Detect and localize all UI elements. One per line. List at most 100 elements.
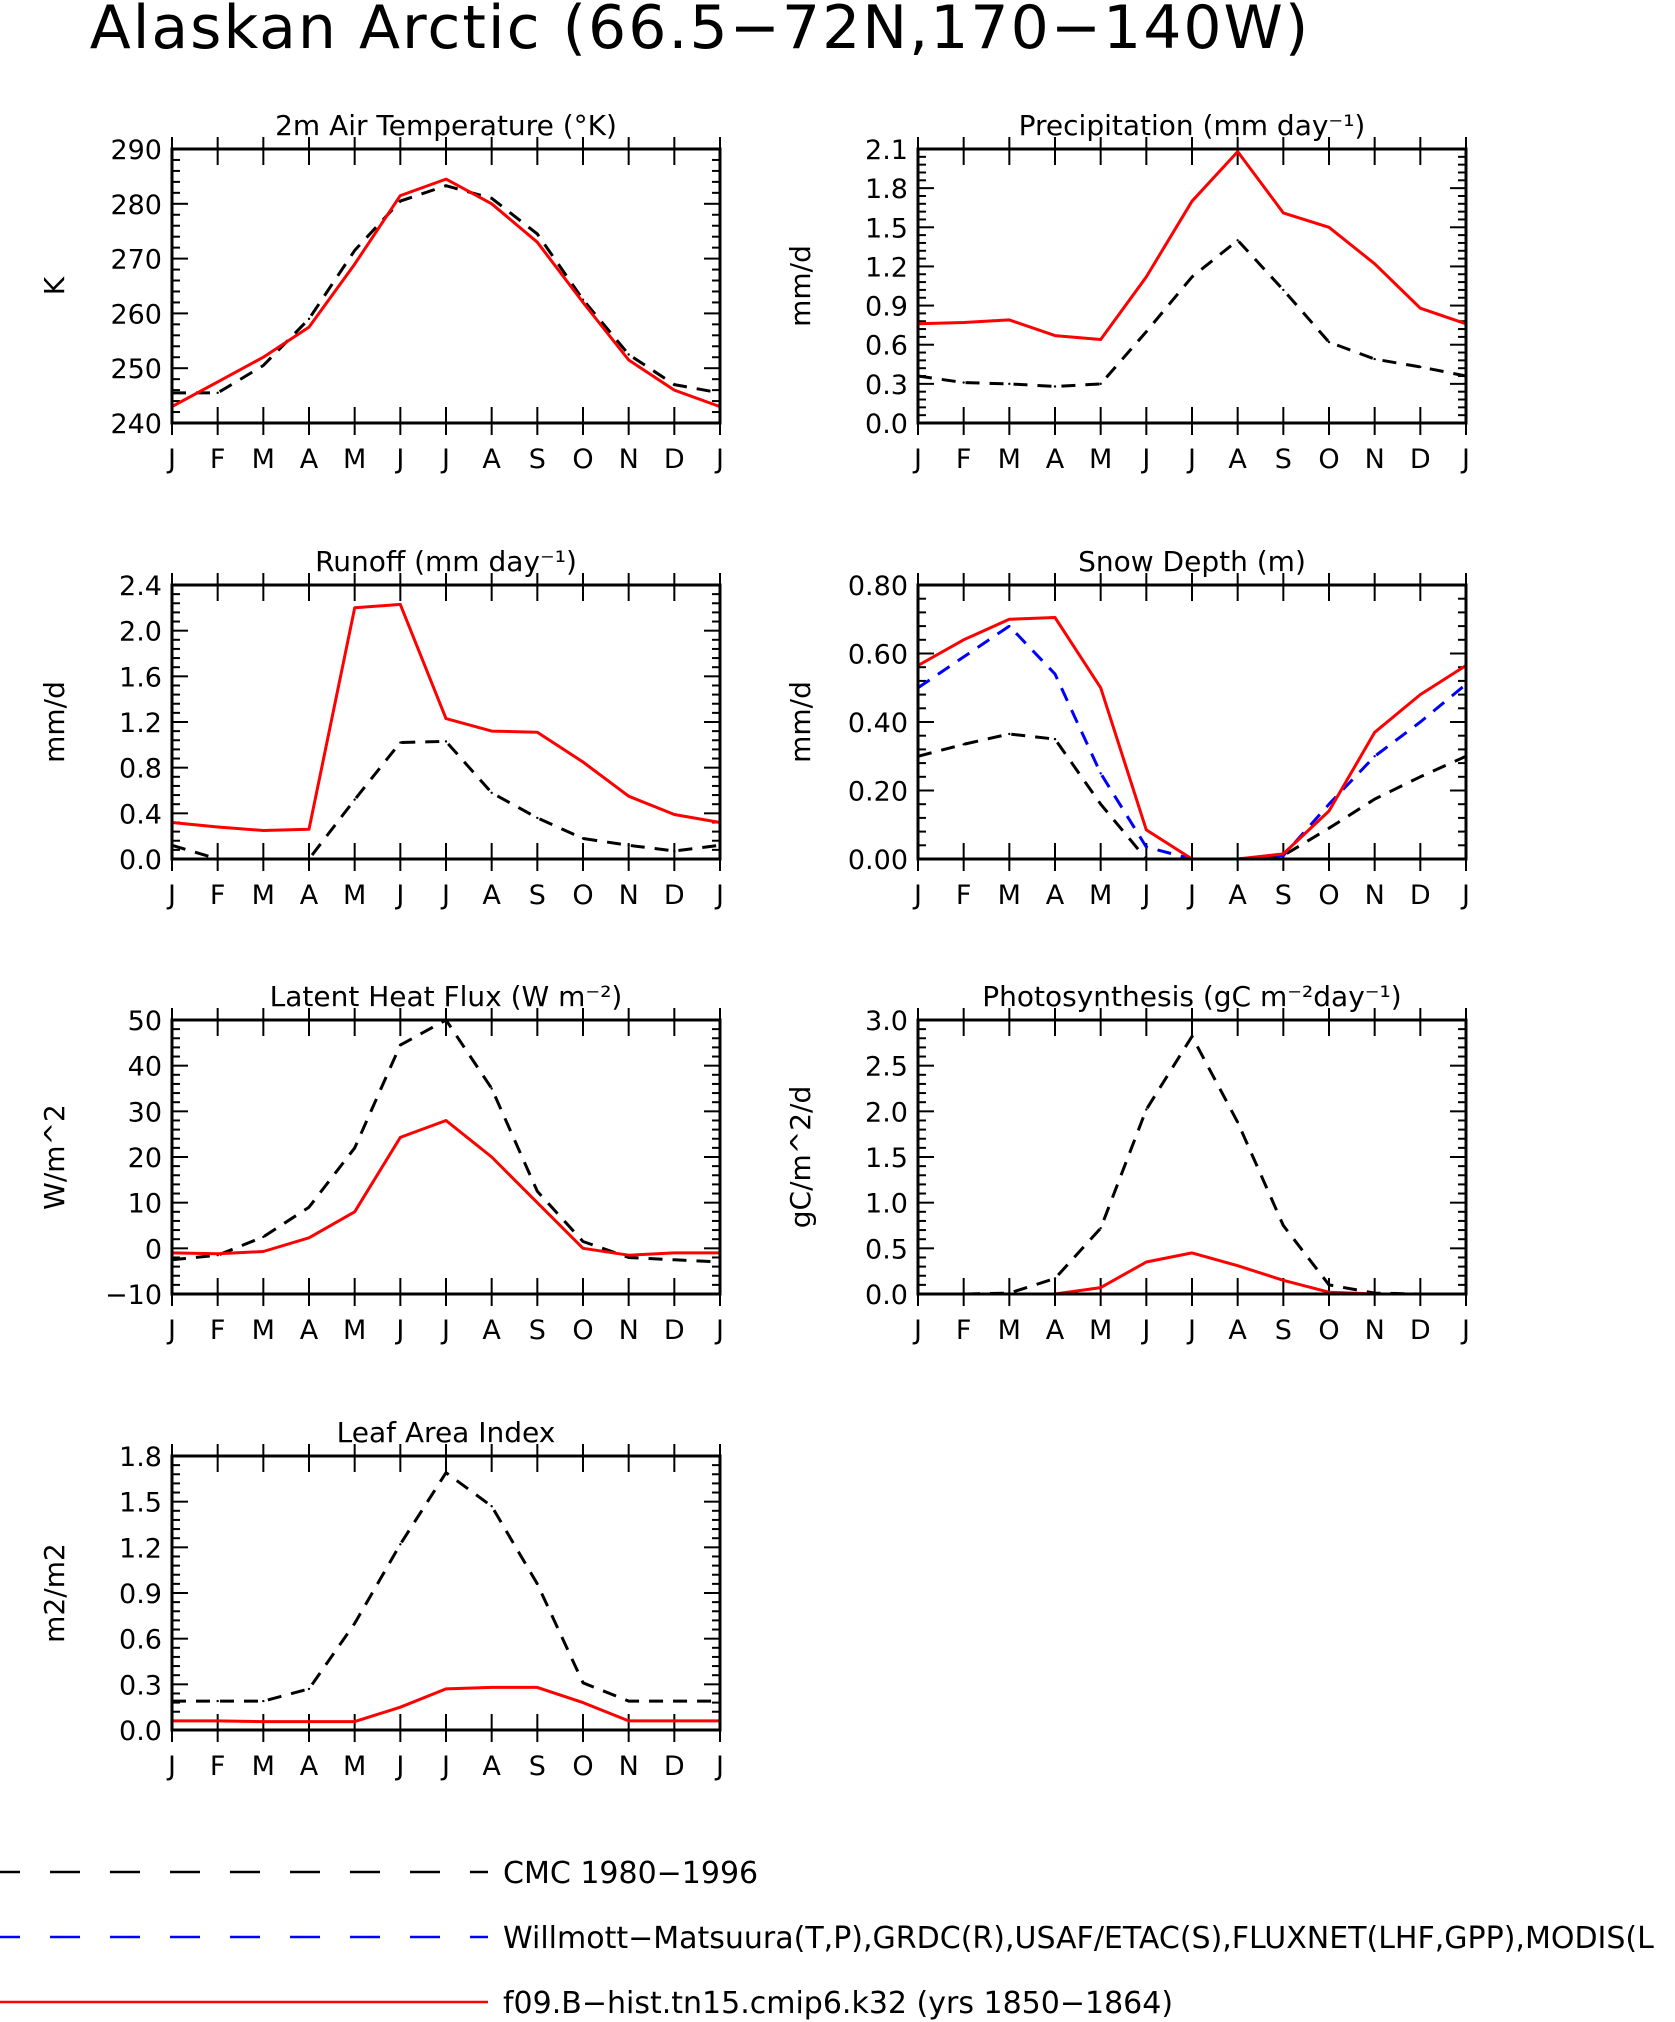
- x-tick-label: S: [529, 1315, 546, 1346]
- x-tick-label: M: [998, 880, 1021, 911]
- y-tick-label: 0.0: [865, 1280, 908, 1311]
- series-cmc: [916, 732, 1468, 861]
- series-line: [917, 624, 1467, 861]
- data-point: [307, 317, 311, 321]
- y-axis-label: mm/d: [784, 681, 817, 763]
- y-tick-label: 1.6: [119, 662, 162, 693]
- panel-title: Latent Heat Flux (W m⁻²): [270, 980, 623, 1013]
- data-point: [536, 1190, 539, 1193]
- x-tick-label: A: [1046, 880, 1065, 911]
- data-point: [1282, 211, 1285, 215]
- data-point: [444, 740, 448, 743]
- data-point: [399, 1136, 402, 1139]
- series-cmc: [170, 1471, 722, 1703]
- axis-ticks: [917, 137, 1467, 435]
- y-tick-label: 280: [110, 190, 162, 221]
- x-tick-label: O: [1318, 444, 1339, 475]
- x-tick-label: D: [1410, 444, 1431, 475]
- data-point: [399, 1543, 402, 1546]
- data-point: [627, 1256, 630, 1259]
- x-tick-label: J: [440, 1315, 450, 1346]
- data-point: [1327, 1283, 1331, 1287]
- x-tick-label: M: [343, 1751, 366, 1782]
- data-point: [399, 194, 402, 197]
- x-tick-label: J: [1460, 444, 1470, 475]
- y-tick-label: 240: [110, 409, 162, 440]
- y-axis-label: mm/d: [38, 681, 71, 763]
- data-point: [1008, 318, 1011, 322]
- data-point: [673, 1258, 676, 1261]
- x-tick-label: D: [664, 1315, 685, 1346]
- data-point: [1053, 616, 1057, 619]
- panel-title: Precipitation (mm day⁻¹): [1019, 109, 1366, 142]
- series-line: [918, 1034, 1466, 1296]
- data-point: [673, 813, 676, 816]
- x-tick-label: D: [1410, 880, 1431, 911]
- data-point: [962, 638, 965, 641]
- y-tick-label: 1.2: [119, 1533, 162, 1564]
- data-point: [399, 603, 402, 606]
- data-point: [962, 743, 965, 746]
- data-point: [490, 729, 493, 733]
- chart-panel-3: Runoff (mm day⁻¹) mm/d 0.0 0.4 0.8 1.2 1.6 2.0 2…: [38, 545, 724, 911]
- x-tick-label: J: [714, 880, 724, 911]
- data-point: [1145, 275, 1148, 279]
- y-tick-label: 1.2: [119, 708, 162, 739]
- data-point: [1373, 262, 1376, 266]
- chart-panel-2: Precipitation (mm day⁻¹) mm/d 0.0 0.3 0.6 0.9…: [784, 109, 1470, 475]
- data-point: [1053, 672, 1057, 676]
- data-point: [581, 1247, 585, 1250]
- x-tick-label: S: [529, 1751, 546, 1782]
- data-point: [216, 1699, 219, 1703]
- x-tick-label: S: [529, 444, 546, 475]
- x-tick-label: A: [482, 1315, 501, 1346]
- data-point: [1099, 772, 1102, 775]
- x-tick-label: S: [1275, 444, 1292, 475]
- x-tick-label: J: [714, 444, 724, 475]
- y-axis-label: K: [38, 276, 71, 295]
- data-point: [962, 655, 965, 659]
- data-point: [353, 262, 356, 266]
- x-tick-label: A: [1228, 1315, 1247, 1346]
- data-point: [444, 1687, 448, 1691]
- y-tick-label: 40: [128, 1052, 162, 1083]
- x-tick-label: N: [619, 880, 639, 911]
- y-axis-label: gC/m^2/d: [784, 1086, 817, 1229]
- y-tick-label: 0.80: [848, 571, 908, 602]
- data-point: [1419, 365, 1422, 369]
- data-point: [1053, 1277, 1057, 1280]
- data-point: [1145, 1108, 1148, 1111]
- y-axis-label: mm/d: [784, 245, 817, 327]
- data-point: [1053, 385, 1057, 388]
- data-point: [1282, 852, 1285, 856]
- y-tick-label: 0.9: [119, 1579, 162, 1610]
- x-tick-label: A: [482, 1751, 501, 1782]
- y-tick-label: 3.0: [865, 1006, 908, 1037]
- plot-frame: [916, 583, 1468, 861]
- series-line: [917, 616, 1467, 861]
- data-point: [399, 1705, 402, 1709]
- data-point: [1145, 330, 1148, 333]
- x-tick-label: O: [572, 444, 593, 475]
- data-point: [1099, 382, 1102, 386]
- legend-label: f09.B−hist.tn15.cmip6.k32 (yrs 1850−1864…: [503, 1986, 1173, 2021]
- data-point: [1099, 1227, 1102, 1230]
- data-point: [490, 791, 493, 794]
- x-tick-label: J: [1186, 444, 1196, 475]
- axis-ticks: [171, 137, 721, 435]
- x-tick-label: F: [956, 1315, 972, 1346]
- data-point: [353, 249, 356, 252]
- data-point: [490, 197, 493, 200]
- data-point: [627, 353, 630, 356]
- x-tick-label: J: [440, 444, 450, 475]
- x-tick-label: D: [664, 880, 685, 911]
- legend-label: CMC 1980−1996: [503, 1856, 758, 1891]
- x-tick-label: N: [619, 1751, 639, 1782]
- data-point: [490, 1505, 493, 1508]
- y-tick-label: 0.6: [119, 1625, 162, 1656]
- chart-panel-1: 2m Air Temperature (°K) K 240 250 260 270 280 2…: [38, 109, 724, 475]
- y-tick-label: 2.4: [119, 571, 162, 602]
- x-tick-label: M: [252, 444, 275, 475]
- data-point: [627, 1253, 630, 1257]
- data-point: [1236, 1264, 1239, 1267]
